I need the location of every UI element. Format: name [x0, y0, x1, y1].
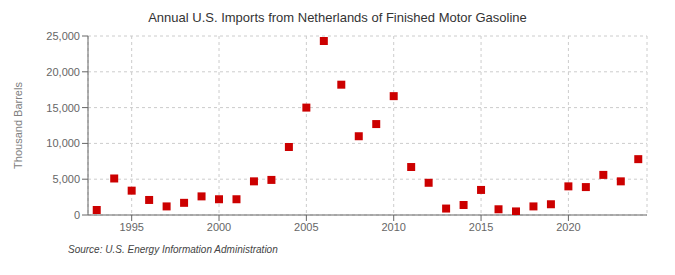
html-text:Source: U.S. Energy Informatio: Source: U.S. Energy Information Administ… [68, 244, 278, 255]
svg-text:2015: 2015 [469, 221, 493, 233]
svg-text:2020: 2020 [556, 221, 580, 233]
svg-text:2010: 2010 [381, 221, 405, 233]
svg-text:2005: 2005 [294, 221, 318, 233]
svg-text:15,000: 15,000 [46, 102, 80, 114]
svg-text:5,000: 5,000 [52, 173, 80, 185]
svg-text:0: 0 [74, 209, 80, 221]
svg-text:10,000: 10,000 [46, 137, 80, 149]
svg-text:25,000: 25,000 [46, 30, 80, 42]
svg-text:Thousand Barrels: Thousand Barrels [12, 82, 24, 169]
html-text:Annual U.S. Imports from Nethe: Annual U.S. Imports from Netherlands of … [148, 10, 527, 25]
svg-text:1995: 1995 [119, 221, 143, 233]
svg-text:20,000: 20,000 [46, 66, 80, 78]
svg-text:2000: 2000 [207, 221, 231, 233]
